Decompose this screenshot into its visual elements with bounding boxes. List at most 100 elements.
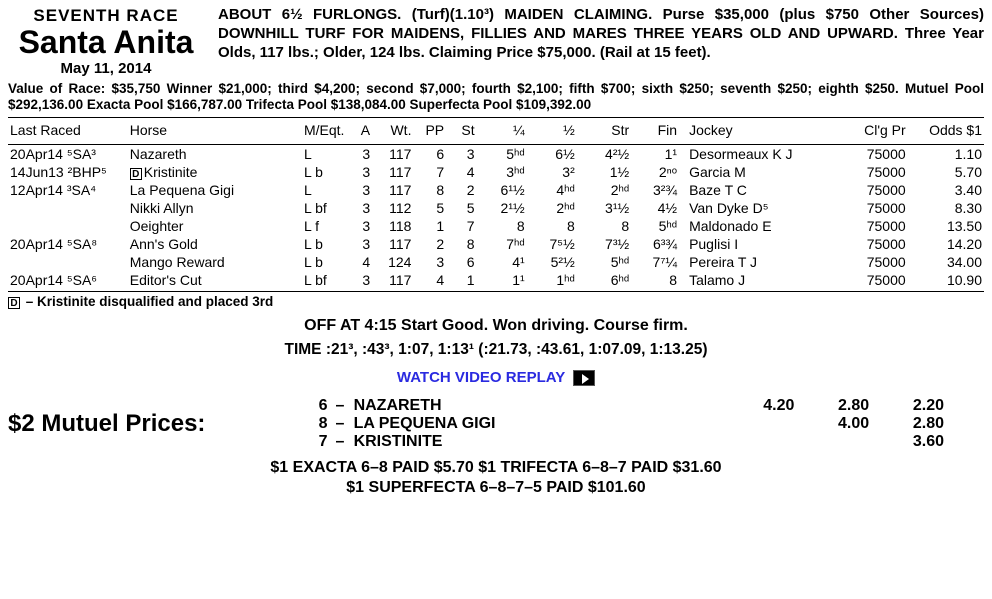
cell-clg: 75000: [842, 199, 907, 217]
race-conditions: ABOUT 6½ FURLONGS. (Turf)(1.10³) MAIDEN …: [218, 6, 984, 77]
cell-q2: 3²: [527, 163, 577, 181]
cell-fin: 6³¾: [631, 235, 679, 253]
cell-clg: 75000: [842, 163, 907, 181]
cell-meqt: L b: [302, 163, 350, 181]
cell-last-raced: [8, 217, 128, 235]
cell-pp: 1: [413, 217, 446, 235]
col-fin: Fin: [631, 117, 679, 144]
cell-pp: 7: [413, 163, 446, 181]
cell-q2: 7⁵½: [527, 235, 577, 253]
cell-str: 8: [577, 217, 631, 235]
table-row: 12Apr14 ³SA⁴La Pequena GigiL3117826¹½4ʰᵈ…: [8, 181, 984, 199]
cell-st: 7: [446, 217, 476, 235]
cell-age: 3: [350, 144, 372, 163]
cell-wt: 118: [372, 217, 413, 235]
table-row: OeighterL f3118178885ʰᵈMaldonado E750001…: [8, 217, 984, 235]
cell-q1: 3ʰᵈ: [477, 163, 527, 181]
cell-jockey: Van Dyke D⁵: [679, 199, 842, 217]
cell-pp: 2: [413, 235, 446, 253]
mutuel-sep: –: [332, 433, 350, 451]
cell-jockey: Maldonado E: [679, 217, 842, 235]
header-left: SEVENTH RACE Santa Anita May 11, 2014: [8, 6, 204, 77]
cell-horse: DKristinite: [128, 163, 302, 181]
cell-horse: Mango Reward: [128, 253, 302, 271]
cell-q1: 2¹½: [477, 199, 527, 217]
mutuel-sep: –: [332, 415, 350, 433]
mutuel-place: [798, 433, 873, 451]
col-st: St: [446, 117, 476, 144]
col-clg: Cl'g Pr: [842, 117, 907, 144]
cell-wt: 117: [372, 163, 413, 181]
cell-pp: 4: [413, 271, 446, 289]
mutuel-row: 8–LA PEQUENA GIGI4.002.80: [308, 415, 948, 433]
cell-age: 4: [350, 253, 372, 271]
play-icon: [573, 370, 595, 386]
cell-jockey: Talamo J: [679, 271, 842, 289]
exotics-block: $1 EXACTA 6–8 PAID $5.70 $1 TRIFECTA 6–8…: [8, 459, 984, 497]
cell-wt: 112: [372, 199, 413, 217]
mutuel-num: 6: [308, 397, 332, 415]
cell-meqt: L bf: [302, 271, 350, 289]
cell-horse: Nikki Allyn: [128, 199, 302, 217]
exotic-line: $1 SUPERFECTA 6–8–7–5 PAID $101.60: [8, 479, 984, 497]
cell-meqt: L bf: [302, 199, 350, 217]
cell-q1: 4¹: [477, 253, 527, 271]
cell-clg: 75000: [842, 253, 907, 271]
cell-fin: 8: [631, 271, 679, 289]
mutuel-show: 2.80: [873, 415, 948, 433]
mutuel-title: $2 Mutuel Prices:: [8, 410, 308, 438]
watch-replay-link[interactable]: WATCH VIDEO REPLAY: [397, 369, 595, 386]
table-row: 14Jun13 ²BHP⁵DKristiniteL b3117743ʰᵈ3²1½…: [8, 163, 984, 181]
cell-meqt: L f: [302, 217, 350, 235]
cell-wt: 117: [372, 271, 413, 289]
cell-wt: 117: [372, 144, 413, 163]
col-age: A: [350, 117, 372, 144]
cell-last-raced: [8, 199, 128, 217]
col-last-raced: Last Raced: [8, 117, 128, 144]
mutuel-prices-block: $2 Mutuel Prices: 6–NAZARETH4.202.802.20…: [8, 397, 984, 451]
cell-pp: 3: [413, 253, 446, 271]
mutuel-win: [724, 415, 799, 433]
exotic-line: $1 EXACTA 6–8 PAID $5.70 $1 TRIFECTA 6–8…: [8, 459, 984, 477]
mutuel-sep: –: [332, 397, 350, 415]
cell-q1: 7ʰᵈ: [477, 235, 527, 253]
cell-st: 8: [446, 235, 476, 253]
cell-odds: 1.10: [908, 144, 984, 163]
col-odds: Odds $1: [908, 117, 984, 144]
cell-fin: 5ʰᵈ: [631, 217, 679, 235]
cell-odds: 5.70: [908, 163, 984, 181]
cell-age: 3: [350, 163, 372, 181]
replay-line: WATCH VIDEO REPLAY: [8, 369, 984, 387]
cell-str: 1½: [577, 163, 631, 181]
off-at-line: OFF AT 4:15 Start Good. Won driving. Cou…: [8, 317, 984, 335]
cell-q2: 1ʰᵈ: [527, 271, 577, 289]
cell-age: 3: [350, 235, 372, 253]
cell-fin: 1¹: [631, 144, 679, 163]
cell-str: 4²½: [577, 144, 631, 163]
cell-st: 6: [446, 253, 476, 271]
cell-str: 6ʰᵈ: [577, 271, 631, 289]
cell-jockey: Desormeaux K J: [679, 144, 842, 163]
col-q1: ¼: [477, 117, 527, 144]
cell-q2: 4ʰᵈ: [527, 181, 577, 199]
cell-pp: 5: [413, 199, 446, 217]
mutuel-win: [724, 433, 799, 451]
cell-pp: 8: [413, 181, 446, 199]
cell-st: 4: [446, 163, 476, 181]
cell-q1: 8: [477, 217, 527, 235]
cell-meqt: L b: [302, 253, 350, 271]
cell-last-raced: 20Apr14 ⁵SA⁸: [8, 235, 128, 253]
cell-q2: 8: [527, 217, 577, 235]
mutuel-table: 6–NAZARETH4.202.802.208–LA PEQUENA GIGI4…: [308, 397, 948, 451]
cell-last-raced: 20Apr14 ⁵SA³: [8, 144, 128, 163]
cell-meqt: L: [302, 144, 350, 163]
cell-horse: La Pequena Gigi: [128, 181, 302, 199]
mutuel-place: 4.00: [798, 415, 873, 433]
cell-q1: 6¹½: [477, 181, 527, 199]
cell-str: 2ʰᵈ: [577, 181, 631, 199]
cell-jockey: Puglisi I: [679, 235, 842, 253]
table-row: 20Apr14 ⁵SA⁶Editor's CutL bf3117411¹1ʰᵈ6…: [8, 271, 984, 289]
table-row: 20Apr14 ⁵SA³NazarethL3117635ʰᵈ6½4²½1¹Des…: [8, 144, 984, 163]
cell-odds: 3.40: [908, 181, 984, 199]
col-q2: ½: [527, 117, 577, 144]
